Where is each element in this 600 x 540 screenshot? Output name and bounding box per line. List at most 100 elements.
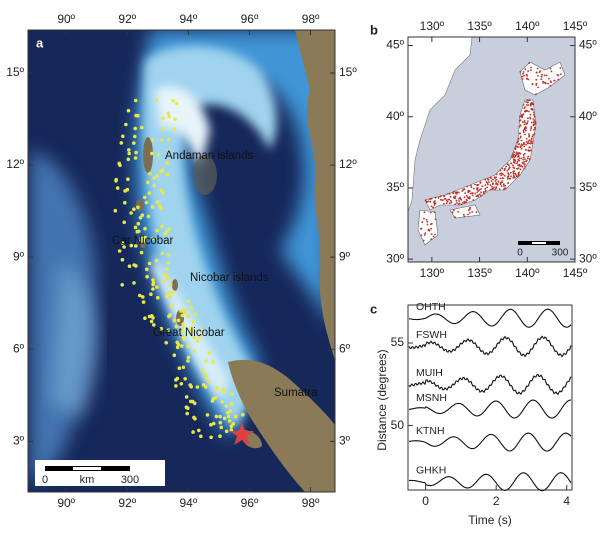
epicentre-dot [166, 111, 171, 115]
station-dot [505, 165, 507, 168]
station-dot [518, 163, 521, 166]
scale-box [35, 460, 165, 486]
station-dot [523, 161, 525, 163]
station-dot [520, 157, 523, 160]
station-dot [454, 203, 456, 206]
station-dot [450, 201, 453, 204]
station-dot [523, 152, 526, 155]
station-dot [533, 132, 536, 135]
station-dot [495, 178, 498, 181]
epicentre-dot [207, 351, 212, 355]
station-dot [456, 191, 459, 194]
y-tick-label: 9º [13, 249, 25, 263]
trace [408, 335, 572, 358]
epicentre-dot [154, 98, 159, 102]
station-dot [519, 135, 522, 138]
y-tick-label: 30º [579, 251, 597, 265]
station-dot [494, 180, 497, 183]
station-dot [437, 197, 440, 199]
epicentre-dot [199, 434, 203, 439]
epicentre-dot [114, 179, 118, 183]
station-dot [508, 177, 511, 180]
station-dot [524, 129, 527, 132]
station-dot [500, 172, 503, 175]
station-dot [525, 138, 528, 140]
station-dot [476, 191, 479, 194]
station-dot [527, 78, 530, 81]
station-dot [528, 139, 531, 142]
epicentre-dot [233, 414, 238, 419]
station-dot [478, 188, 481, 191]
epicentre-dot [140, 213, 145, 217]
epicentre-dot [227, 419, 232, 423]
station-dot [463, 215, 466, 218]
station-dot [430, 227, 432, 230]
station-dot [522, 104, 525, 106]
station-dot [484, 178, 487, 181]
station-label: MUIH [416, 367, 443, 379]
epicentre-dot [176, 318, 181, 323]
station-dot [529, 142, 532, 145]
station-dot [466, 185, 469, 188]
epicentre-dot [166, 148, 171, 153]
station-dot [490, 180, 493, 183]
x-tick-label: 92º [118, 12, 136, 26]
station-dot [527, 104, 530, 106]
epicentre-dot [160, 138, 164, 142]
epicentre-dot [197, 428, 201, 433]
station-dot [427, 228, 430, 231]
epicentre-dot [182, 308, 186, 312]
epicentre-dot [146, 180, 150, 185]
station-dot [461, 202, 464, 204]
station-dot [523, 74, 525, 77]
traces: OHTH FSWH MUIH MSNH KTNH GHKH [408, 301, 572, 492]
station-dot [424, 232, 427, 235]
station-dot [531, 142, 534, 145]
station-dot [472, 192, 474, 195]
epicentre-dot [179, 382, 184, 386]
epicentre-dot [192, 335, 196, 340]
station-dot [426, 223, 429, 226]
station-dot [518, 159, 521, 162]
station-dot [523, 143, 525, 146]
station-dot [535, 78, 538, 81]
station-dot [534, 122, 537, 125]
station-dot [441, 199, 444, 202]
station-dot [504, 187, 507, 190]
panel-label: a [36, 35, 44, 50]
station-dot [471, 211, 474, 213]
station-dot [530, 102, 532, 105]
epicentre-dot [173, 117, 177, 122]
station-label: KTNH [416, 425, 445, 437]
x-tick-label: 96º [241, 12, 259, 26]
station-dot [429, 198, 432, 200]
epicentre-dot [151, 281, 156, 285]
epicentre-dot [148, 171, 152, 176]
epicentre-dot [241, 412, 245, 417]
station-dot [467, 190, 470, 192]
epicentre-dot [155, 285, 159, 289]
map-b: 0 300 [408, 37, 575, 262]
epicentre-dot [174, 101, 179, 106]
station-dot [523, 110, 526, 113]
map-a: Andaman islands Car Nicobar Nicobar isla… [28, 30, 335, 492]
station-dot [470, 184, 472, 187]
station-dot [462, 213, 465, 216]
epicentre-dot [172, 353, 177, 358]
station-dot [512, 161, 515, 164]
epicentre-dot [166, 252, 171, 257]
station-dot [524, 68, 527, 71]
station-dot [453, 209, 455, 212]
epicentre-dot [145, 274, 149, 279]
place-label: Great Nicobar [153, 327, 225, 339]
epicentre-dot [134, 113, 138, 118]
station-dot [529, 104, 532, 107]
station-dot [518, 152, 521, 154]
station-dot [499, 169, 502, 172]
epicentre-dot [205, 413, 210, 417]
station-dot [531, 135, 534, 138]
epicentre-dot [165, 294, 169, 299]
station-dot [455, 191, 457, 194]
station-dot [469, 192, 472, 195]
